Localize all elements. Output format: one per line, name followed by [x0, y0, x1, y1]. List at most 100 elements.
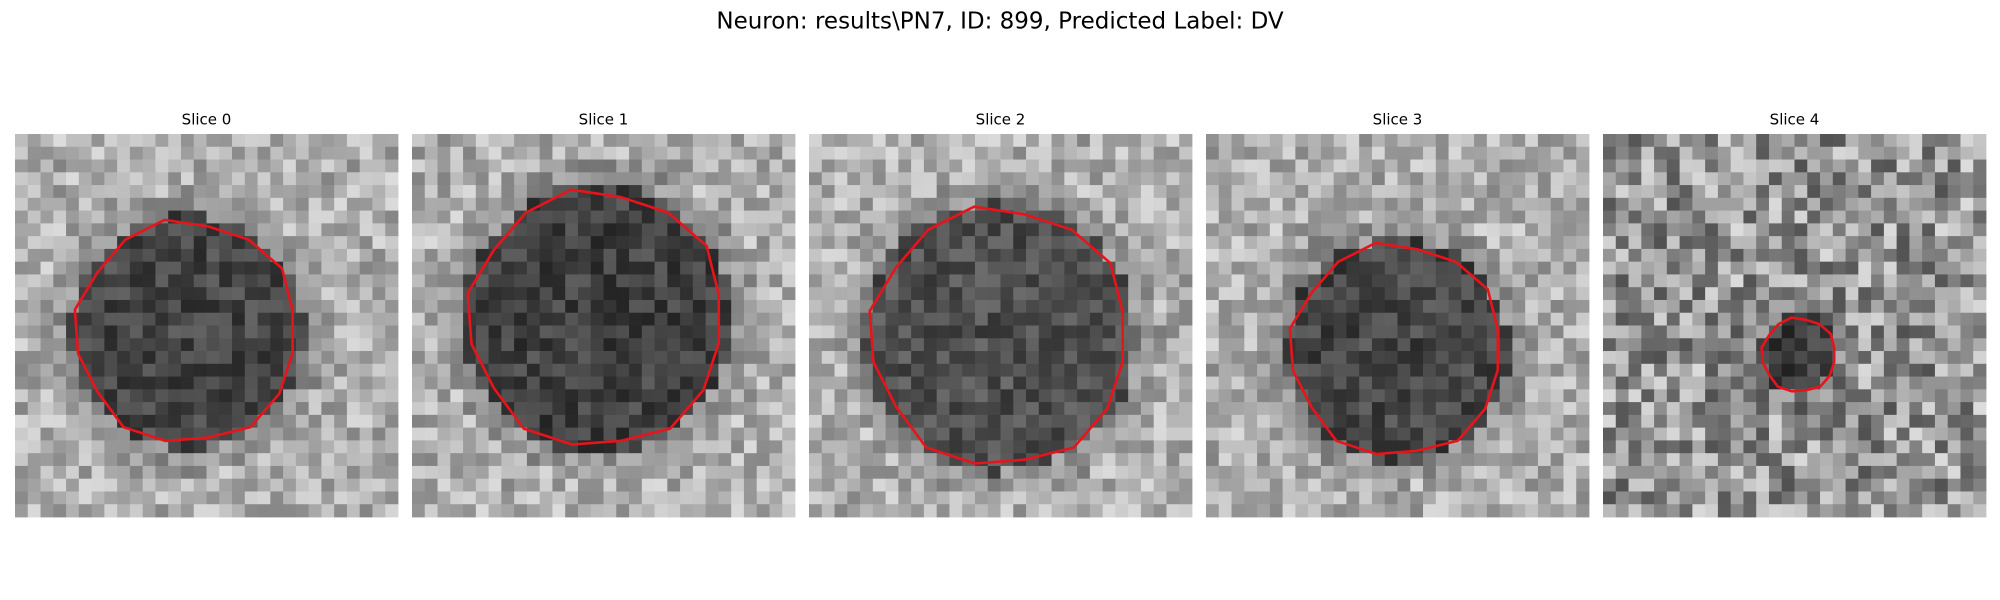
pixel	[15, 236, 29, 250]
pixel	[1179, 414, 1193, 429]
pixel	[692, 453, 707, 467]
pixel	[308, 159, 322, 173]
pixel	[1064, 274, 1078, 288]
pixel	[743, 389, 758, 403]
pixel	[27, 185, 41, 199]
pixel	[66, 159, 80, 173]
pixel	[860, 134, 874, 148]
pixel	[346, 427, 361, 441]
pixel	[923, 351, 938, 365]
pixel	[616, 491, 630, 505]
pixel	[603, 197, 617, 211]
pixel	[654, 389, 668, 403]
pixel	[1102, 440, 1116, 454]
pixel	[1743, 248, 1757, 263]
pixel	[1934, 299, 1949, 314]
pixel	[1692, 389, 1706, 403]
pixel	[1512, 325, 1526, 339]
pixel	[475, 312, 489, 326]
pixel	[372, 312, 386, 326]
pixel	[1960, 478, 1974, 492]
pixel	[809, 274, 823, 288]
pixel	[1960, 402, 1974, 416]
pixel	[526, 274, 541, 288]
pixel	[809, 363, 823, 377]
pixel	[1359, 402, 1373, 416]
pixel	[1666, 491, 1680, 505]
pixel	[1051, 185, 1065, 199]
pixel	[1832, 134, 1846, 148]
pixel	[1089, 159, 1104, 173]
pixel	[514, 427, 528, 441]
pixel	[1397, 172, 1411, 186]
pixel	[731, 491, 745, 505]
pixel	[577, 287, 592, 301]
pixel	[1768, 185, 1783, 199]
pixel	[847, 185, 861, 199]
pixel	[1973, 478, 1987, 492]
pixel	[577, 376, 592, 390]
pixel	[1525, 146, 1539, 160]
pixel	[987, 440, 1001, 454]
pixel	[629, 325, 643, 339]
pixel	[142, 261, 156, 275]
pixel	[834, 159, 848, 173]
pixel	[1359, 261, 1373, 275]
pixel	[155, 172, 169, 186]
pixel	[1064, 338, 1078, 352]
pixel	[923, 261, 938, 275]
pixel	[756, 261, 770, 275]
pixel	[1654, 504, 1668, 518]
pixel	[15, 146, 29, 160]
pixel	[834, 236, 848, 250]
pixel	[680, 299, 694, 314]
pixel	[1832, 414, 1846, 429]
pixel	[603, 261, 617, 275]
pixel	[577, 261, 592, 275]
pixel	[539, 146, 553, 160]
pixel	[321, 363, 335, 377]
pixel	[1768, 197, 1783, 211]
pixel	[193, 504, 207, 518]
pixel	[1845, 338, 1859, 352]
pixel	[847, 491, 861, 505]
pixel	[321, 325, 335, 339]
pixel	[1231, 134, 1245, 148]
pixel	[1628, 389, 1642, 403]
pixel	[1947, 478, 1961, 492]
pixel	[1550, 312, 1564, 326]
pixel	[334, 146, 348, 160]
pixel	[705, 210, 719, 224]
pixel	[1832, 465, 1846, 480]
pixel	[526, 185, 541, 199]
pixel	[53, 389, 67, 403]
pixel	[1218, 427, 1232, 441]
pixel	[1641, 287, 1655, 301]
pixel	[104, 312, 118, 326]
pixel	[1333, 414, 1347, 429]
pixel	[27, 223, 41, 237]
pixel	[295, 363, 310, 377]
pixel	[1705, 210, 1719, 224]
pixel	[1359, 465, 1373, 480]
pixel	[270, 172, 284, 186]
pixel	[1410, 299, 1424, 314]
pixel	[1448, 172, 1462, 186]
pixel	[91, 363, 105, 377]
pixel	[168, 236, 182, 250]
pixel	[769, 299, 783, 314]
pixel	[1269, 453, 1283, 467]
pixel	[475, 299, 489, 314]
pixel	[1679, 402, 1693, 416]
pixel	[1717, 274, 1732, 288]
pixel	[1371, 376, 1386, 390]
pixel	[731, 504, 745, 518]
pixel	[104, 491, 118, 505]
pixel	[1743, 465, 1757, 480]
pixel	[911, 325, 925, 339]
pixel	[1756, 414, 1770, 429]
pixel	[1153, 287, 1167, 301]
pixel	[1371, 134, 1386, 148]
pixel	[1346, 491, 1360, 505]
pixel	[603, 338, 617, 352]
